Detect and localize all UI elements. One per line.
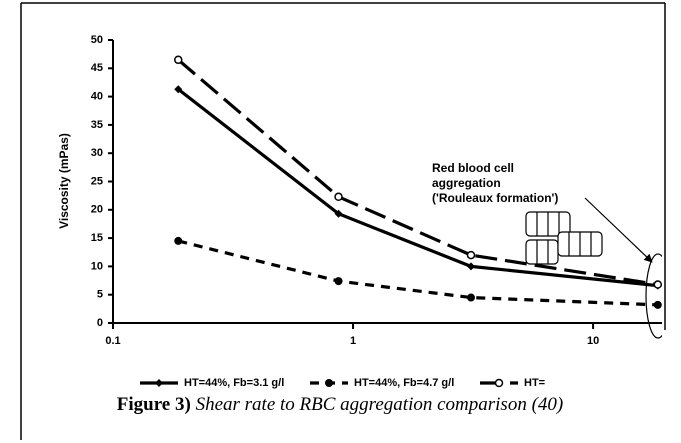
legend-marker bbox=[325, 379, 333, 387]
y-tick-label: 0 bbox=[97, 317, 103, 329]
y-tick-label: 20 bbox=[91, 204, 103, 216]
arrow bbox=[584, 197, 653, 263]
x-tick-label: 0.1 bbox=[105, 335, 120, 347]
caption: Figure 3) Shear rate to RBC aggregation … bbox=[117, 394, 563, 415]
caption-text: Shear rate to RBC aggregation comparison… bbox=[196, 394, 564, 415]
point bbox=[174, 236, 183, 245]
y-tick-label: 35 bbox=[91, 119, 103, 131]
x-tick-label: 1 bbox=[350, 335, 356, 347]
point bbox=[653, 280, 662, 289]
point bbox=[466, 293, 475, 302]
legend-label: HT= bbox=[524, 377, 545, 389]
point bbox=[174, 55, 183, 65]
y-tick-label: 25 bbox=[91, 175, 103, 187]
y-tick-label: 5 bbox=[97, 289, 103, 301]
y-tick-label: 15 bbox=[91, 232, 103, 244]
annotation: ('Rouleaux formation') bbox=[432, 191, 558, 205]
point bbox=[334, 209, 343, 218]
series-line bbox=[177, 58, 659, 287]
y-tick-label: 30 bbox=[91, 147, 103, 159]
annotation: Red blood cell bbox=[432, 161, 514, 175]
point bbox=[466, 250, 476, 260]
y-tick-label: 40 bbox=[91, 91, 103, 103]
legend-marker bbox=[155, 379, 163, 387]
x-tick-label: 10 bbox=[587, 335, 599, 347]
caption-label: Figure 3) bbox=[117, 394, 191, 415]
point bbox=[653, 300, 662, 309]
point bbox=[174, 85, 183, 94]
y-tick-label: 45 bbox=[91, 62, 103, 74]
y-tick-label: 10 bbox=[91, 260, 103, 272]
plot-area: HT=44%, Fb=3.1 g/l HT=44%, Fb=4.7 g/l HT= bbox=[113, 55, 662, 389]
point bbox=[466, 262, 475, 271]
legend-label: HT=44%, Fb=3.1 g/l bbox=[184, 377, 284, 389]
series-line bbox=[177, 87, 658, 288]
legend-label: HT=44%, Fb=4.7 g/l bbox=[354, 377, 454, 389]
highlight-ellipse bbox=[645, 253, 662, 339]
rouleaux-icon bbox=[525, 211, 603, 265]
point bbox=[334, 277, 343, 286]
y-axis-label: Viscosity (mPas) bbox=[57, 133, 71, 229]
legend-marker bbox=[494, 378, 504, 388]
point bbox=[334, 192, 343, 202]
y-tick-label: 50 bbox=[91, 34, 103, 46]
annotation: aggregation bbox=[432, 176, 501, 190]
series-line bbox=[177, 239, 658, 307]
